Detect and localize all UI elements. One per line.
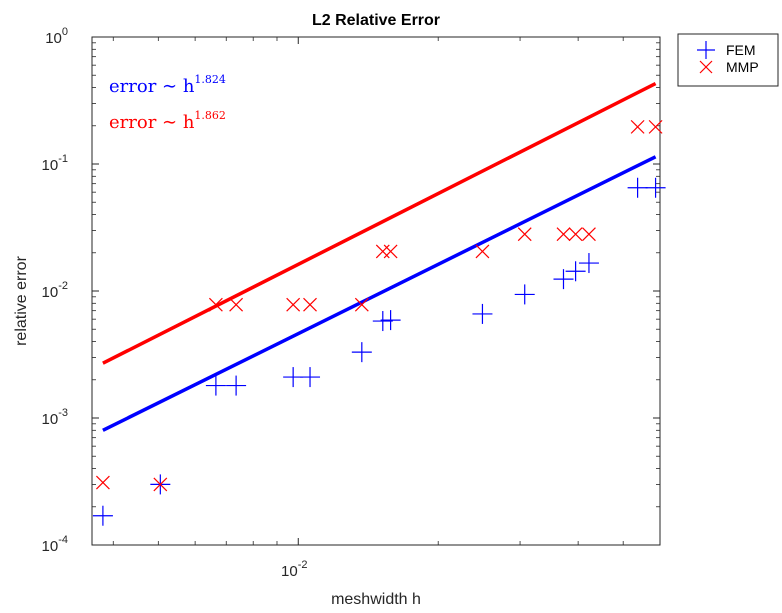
y-tick-label: 10-3 [42, 407, 68, 428]
mmp-point [208, 297, 223, 312]
mmp-point [648, 119, 663, 134]
annotation-red: error ∼ h1.862 [109, 109, 226, 133]
fem-point [645, 177, 666, 198]
legend-mmp-label: MMP [726, 59, 759, 75]
mmp-point [517, 227, 532, 242]
mmp-point [354, 297, 369, 312]
fit-line-red [102, 81, 657, 365]
mmp-point [556, 227, 571, 242]
fem-point [565, 261, 586, 282]
fem-point [226, 375, 247, 396]
fem-point [205, 375, 226, 396]
annotation-blue: error ∼ h1.824 [109, 73, 226, 97]
y-tick-label: 100 [45, 26, 68, 47]
legend-fem-label: FEM [726, 42, 756, 58]
fem-point [300, 367, 321, 388]
mmp-point [630, 119, 645, 134]
fit-line-blue [102, 155, 657, 432]
fem-point [578, 253, 599, 274]
mmp-point [95, 475, 110, 490]
mmp-point [568, 227, 583, 242]
chart-title: L2 Relative Error [312, 12, 440, 29]
fem-point [92, 505, 113, 526]
y-tick-label: 10-1 [42, 153, 68, 174]
fem-point [380, 310, 401, 331]
mmp-point [475, 244, 490, 259]
legend: FEM MMP [677, 33, 779, 87]
fem-point [514, 284, 535, 305]
y-tick-label: 10-2 [42, 280, 68, 301]
fem-point [472, 303, 493, 324]
fem-point [283, 367, 304, 388]
fem-point [351, 342, 372, 363]
legend-fem-marker [697, 41, 715, 59]
mmp-point [375, 244, 390, 259]
mmp-point [153, 477, 168, 492]
y-tick-label: 10-4 [42, 534, 68, 555]
mmp-point [582, 227, 596, 242]
fem-point [553, 269, 574, 290]
legend-mmp-marker [699, 60, 713, 74]
mmp-point [303, 297, 317, 312]
x-tick-label: 10-2 [281, 559, 307, 580]
y-axis-label: relative error [13, 255, 30, 345]
mmp-point [229, 297, 244, 312]
x-axis-label: meshwidth h [331, 591, 421, 608]
mmp-point [286, 297, 301, 312]
mmp-point [383, 244, 398, 259]
fem-point [372, 311, 393, 332]
fem-point [627, 177, 648, 198]
